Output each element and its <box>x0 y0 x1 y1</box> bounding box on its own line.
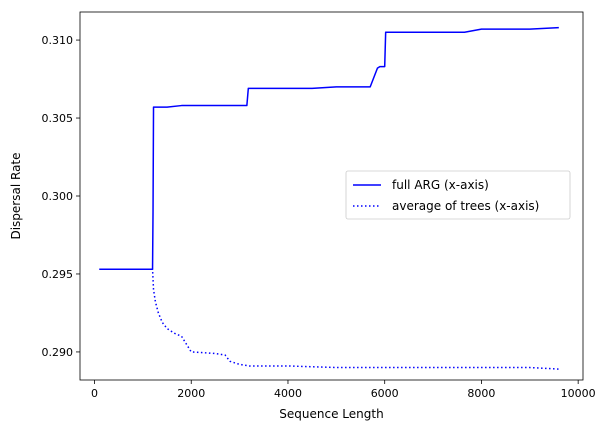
y-axis-label: Dispersal Rate <box>9 152 23 239</box>
y-tick-label: 0.305 <box>42 112 74 125</box>
x-tick-label: 4000 <box>274 387 302 400</box>
legend-label-full-arg: full ARG (x-axis) <box>392 178 489 192</box>
x-axis-label: Sequence Length <box>279 407 383 421</box>
y-axis-ticks: 0.290 0.295 0.300 0.305 0.310 <box>42 34 80 359</box>
series-line-average-of-trees <box>99 268 559 370</box>
x-tick-label: 10000 <box>561 387 596 400</box>
series-layer <box>99 26 559 370</box>
legend-box <box>345 170 571 220</box>
x-tick-label: 8000 <box>467 387 495 400</box>
legend-label-average-of-trees: average of trees (x-axis) <box>392 199 539 213</box>
x-tick-label: 6000 <box>371 387 399 400</box>
series-line-full-arg <box>99 26 559 271</box>
legend: full ARG (x-axis) average of trees (x-ax… <box>345 170 571 220</box>
y-tick-label: 0.295 <box>42 268 74 281</box>
x-axis-ticks: 0 2000 4000 6000 8000 10000 <box>91 380 596 400</box>
y-tick-label: 0.300 <box>42 190 74 203</box>
y-tick-label: 0.310 <box>42 34 74 47</box>
y-tick-label: 0.290 <box>42 346 74 359</box>
x-tick-label: 0 <box>91 387 98 400</box>
x-tick-label: 2000 <box>177 387 205 400</box>
